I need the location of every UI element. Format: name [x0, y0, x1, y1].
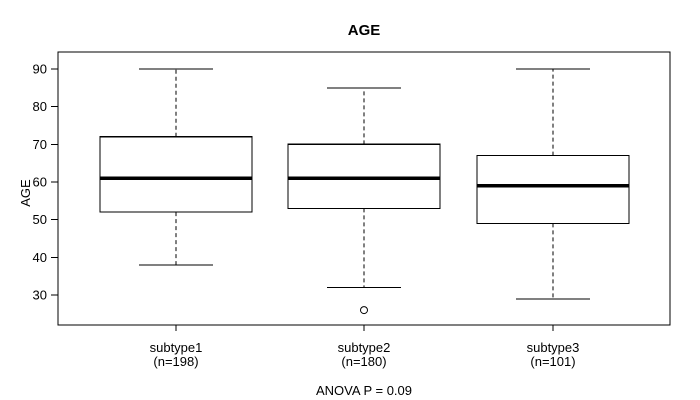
- category-label: subtype2: [338, 340, 391, 355]
- iqr-box: [287, 143, 441, 209]
- category-count-label: (n=180): [341, 354, 386, 369]
- outlier-point: [360, 306, 368, 315]
- anova-annotation: ANOVA P = 0.09: [316, 383, 412, 398]
- category-count-label: (n=101): [530, 354, 575, 369]
- y-tick-label: 80: [33, 99, 47, 114]
- y-tick-label: 40: [33, 250, 47, 265]
- category-label: subtype3: [527, 340, 580, 355]
- plot-layer: 30405060708090subtype1(n=198)subtype2(n=…: [33, 51, 671, 369]
- y-tick-label: 50: [33, 212, 47, 227]
- y-tick-label: 60: [33, 175, 47, 190]
- category-label: subtype1: [150, 340, 203, 355]
- y-tick-label: 30: [33, 288, 47, 303]
- y-axis-title: AGE: [18, 179, 33, 207]
- y-tick-label: 90: [33, 62, 47, 77]
- iqr-box: [476, 155, 630, 225]
- iqr-box: [99, 136, 253, 213]
- y-tick-label: 70: [33, 137, 47, 152]
- category-count-label: (n=198): [153, 354, 198, 369]
- chart-title: AGE: [348, 22, 381, 39]
